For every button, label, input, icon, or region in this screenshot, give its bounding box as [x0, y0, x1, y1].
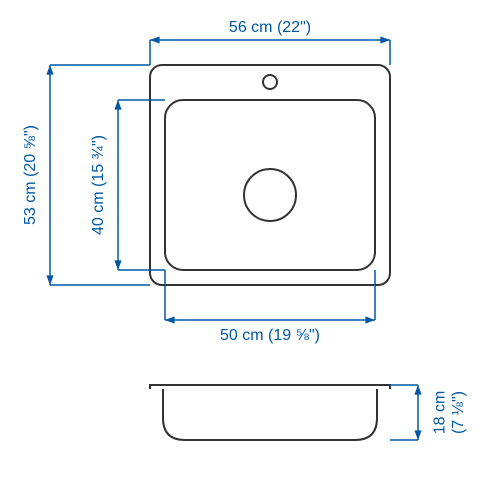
side-bowl	[163, 389, 377, 440]
dim-inner-width: 50 cm (19 ⅝")	[220, 327, 320, 344]
sink-outer-outline	[150, 65, 390, 285]
dim-inner-height: 40 cm (15 ¾")	[90, 135, 107, 235]
dim-depth: 18 cm(7 ⅛")	[431, 391, 466, 435]
dim-top-width: 56 cm (22")	[229, 19, 311, 36]
drain-hole	[244, 169, 296, 221]
dim-outer-height: 53 cm (20 ⅝")	[22, 125, 39, 225]
faucet-hole	[263, 75, 277, 89]
sink-dimension-diagram: 56 cm (22") 53 cm (20 ⅝") 40 cm (15 ¾") 50 …	[0, 0, 500, 500]
side-rim	[150, 385, 390, 389]
sink-bowl-outline	[165, 100, 375, 270]
